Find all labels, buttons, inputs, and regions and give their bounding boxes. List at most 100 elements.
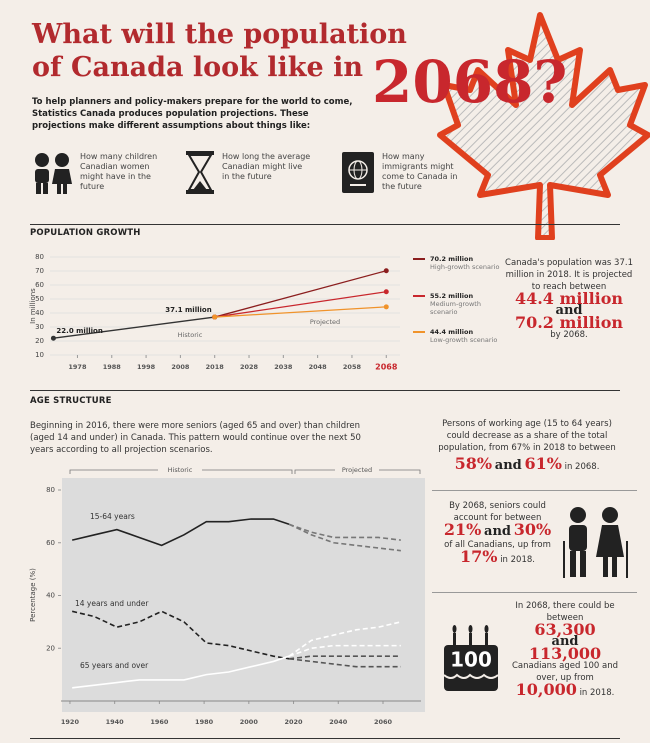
x-tick-label: 2060 <box>374 718 393 726</box>
data-point <box>383 304 389 310</box>
legend-value: 44.4 million <box>430 328 474 336</box>
legend-item: 44.4 million Low-growth scenario <box>430 328 500 344</box>
seniors-panel: By 2068, seniors could account for betwe… <box>440 500 555 566</box>
stat-high: 113,000 <box>528 644 602 663</box>
intro: To help planners and policy-makers prepa… <box>32 97 353 131</box>
y-tick-label: 40 <box>46 592 55 600</box>
data-point <box>212 314 218 320</box>
panel-text: Canadians aged 100 and over, up from <box>511 661 619 683</box>
panel-text: in 2068. <box>564 462 600 472</box>
legend-swatch <box>413 331 425 333</box>
panel-text: By 2068, seniors could account for betwe… <box>449 501 546 523</box>
x-tick-label: 2008 <box>171 363 190 371</box>
series-line <box>288 655 401 660</box>
y-tick-label: 10 <box>35 351 44 359</box>
x-tick-label: 1998 <box>137 363 156 371</box>
y-tick-label: 30 <box>35 323 44 331</box>
series-label: Historic <box>178 331 203 339</box>
series-line <box>214 306 387 318</box>
working-age-panel: Persons of working age (15 to 64 years) … <box>437 418 617 473</box>
x-tick-label: 2020 <box>284 718 303 726</box>
description: Beginning in 2016, there were more senio… <box>30 421 361 455</box>
stat-high: 61% <box>524 454 562 473</box>
x-tick-label: 1940 <box>106 718 125 726</box>
x-tick-label: 2040 <box>329 718 348 726</box>
series-line <box>71 610 290 660</box>
stat-and: and <box>551 634 579 649</box>
x-tick-label: 1988 <box>103 363 122 371</box>
children-icon <box>35 153 72 194</box>
bracket-label: Projected <box>342 466 372 474</box>
y-tick-label: 70 <box>35 267 44 275</box>
panel-text: In 2068, there could be between <box>515 601 615 623</box>
x-tick-label: 2068 <box>375 363 398 372</box>
divider <box>30 390 620 391</box>
section-heading: AGE STRUCTURE <box>30 396 112 406</box>
section-heading: POPULATION GROWTH <box>30 228 141 238</box>
series-line <box>288 658 401 668</box>
divider <box>432 490 637 491</box>
title-year: 2068? <box>372 48 568 116</box>
bracket-gap <box>335 465 379 475</box>
stat-low: 58% <box>454 454 493 473</box>
title: of Canada look like in <box>32 52 363 83</box>
series-label: 14 years and under <box>75 599 149 608</box>
y-tick-label: 60 <box>35 281 44 289</box>
data-point <box>383 268 389 274</box>
seniors-icon <box>563 507 628 578</box>
stat-from: 17% <box>460 547 498 566</box>
divider <box>30 738 620 739</box>
summary-high: 70.2 million <box>514 313 624 332</box>
title: What will the population <box>32 19 407 50</box>
series-line <box>214 270 387 318</box>
bracket-gap <box>158 465 202 475</box>
series-line <box>288 523 401 541</box>
series-line <box>214 291 387 318</box>
assumption: How long the average Canadian might live… <box>222 152 311 181</box>
panel-text: of all Canadians, up from <box>444 540 551 550</box>
legend-value: 55.2 million <box>430 292 474 300</box>
centenarians-panel: In 2068, there could be between 63,300 a… <box>505 600 625 699</box>
divider <box>432 592 637 593</box>
stat-from: 10,000 <box>515 680 577 699</box>
y-tick-label: 40 <box>35 309 44 317</box>
panel-text: in 2018. <box>500 555 535 565</box>
maple-leaf <box>437 12 650 240</box>
annotation: Projected <box>310 318 340 326</box>
passport-icon <box>342 152 374 193</box>
x-tick-label: 2058 <box>343 363 362 371</box>
y-axis-label: In millions <box>29 288 37 324</box>
legend-item: 70.2 million High-growth scenario <box>430 255 500 271</box>
y-tick-label: 80 <box>35 253 44 261</box>
assumption: How many immigrants might come to Canada… <box>382 152 458 191</box>
x-tick-label: 1960 <box>150 718 169 726</box>
legend-item: 55.2 million Medium-growth scenario <box>430 292 500 316</box>
cake-icon: 100 <box>443 625 499 691</box>
series-line <box>288 523 401 552</box>
hourglass-icon <box>186 151 214 194</box>
y-tick-label: 20 <box>35 337 44 345</box>
legend-label: Medium-growth scenario <box>430 300 481 316</box>
x-tick-label: 1980 <box>195 718 214 726</box>
population-summary: Canada's population was 37.1 million in … <box>505 257 633 341</box>
bracket-label: Historic <box>168 466 193 474</box>
y-tick-label: 60 <box>46 539 55 547</box>
panel-text: Persons of working age (15 to 64 years) … <box>438 419 616 453</box>
series-label: 15-64 years <box>90 512 135 521</box>
stat-low: 21% <box>443 520 482 539</box>
stat-low: 63,300 <box>534 620 596 639</box>
y-tick-label: 50 <box>35 295 44 303</box>
x-tick-label: 2038 <box>274 363 293 371</box>
legend-label: High-growth scenario <box>430 263 500 271</box>
series-line <box>288 621 402 657</box>
value-label: 22.0 million <box>56 327 102 335</box>
value-label: 37.1 million <box>165 306 211 314</box>
legend-swatch <box>413 258 425 260</box>
y-tick-label: 80 <box>46 486 55 494</box>
cake-label: 100 <box>450 648 492 672</box>
summary-text: Canada's population was 37.1 million in … <box>505 258 633 292</box>
stat-and: and <box>484 524 511 539</box>
legend-swatch <box>413 295 425 297</box>
